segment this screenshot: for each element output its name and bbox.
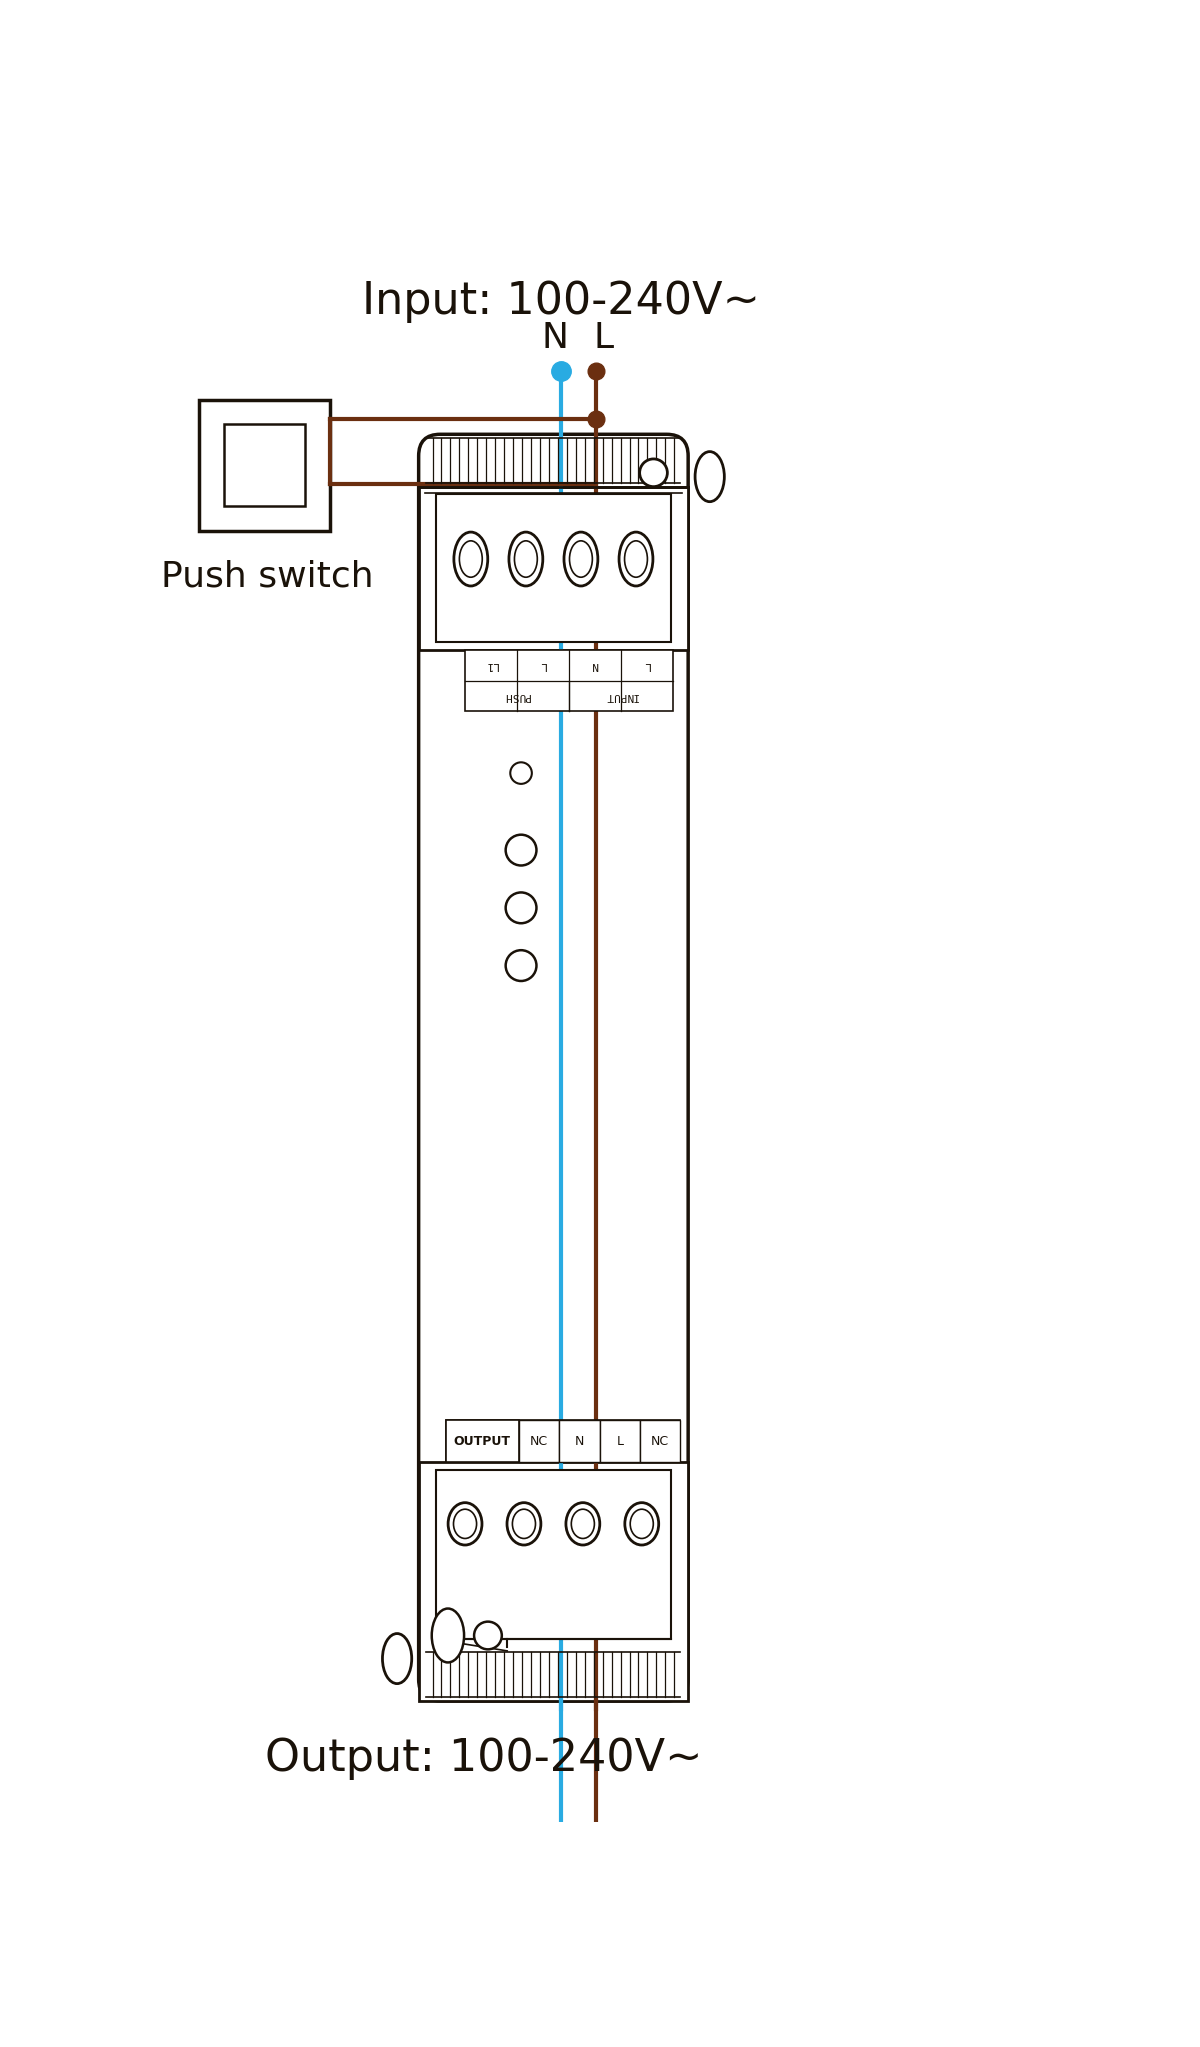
- Bar: [419, 487, 688, 649]
- Text: N: N: [541, 321, 569, 354]
- Circle shape: [505, 835, 536, 866]
- Circle shape: [510, 761, 532, 784]
- Bar: [600, 1421, 640, 1462]
- Text: Push switch: Push switch: [161, 559, 373, 594]
- Ellipse shape: [625, 1502, 659, 1545]
- Circle shape: [505, 892, 536, 923]
- Text: NC: NC: [530, 1435, 548, 1447]
- Ellipse shape: [564, 532, 598, 585]
- Bar: [518, 1421, 559, 1462]
- Ellipse shape: [570, 540, 593, 577]
- Ellipse shape: [448, 1502, 482, 1545]
- Ellipse shape: [432, 1609, 464, 1662]
- Text: NC: NC: [652, 1435, 670, 1447]
- Text: INPUT: INPUT: [604, 692, 637, 700]
- Ellipse shape: [630, 1509, 653, 1539]
- Text: L: L: [540, 661, 546, 669]
- Text: OUTPUT: OUTPUT: [454, 1435, 511, 1447]
- Ellipse shape: [454, 532, 487, 585]
- Bar: [445, 1421, 518, 1462]
- Ellipse shape: [619, 532, 653, 585]
- Circle shape: [505, 950, 536, 981]
- Bar: [436, 493, 671, 643]
- Ellipse shape: [454, 1509, 476, 1539]
- Ellipse shape: [515, 540, 538, 577]
- Ellipse shape: [566, 1502, 600, 1545]
- Bar: [199, 399, 330, 530]
- Text: L: L: [617, 1435, 623, 1447]
- Circle shape: [640, 459, 667, 487]
- Text: PUSH: PUSH: [503, 692, 530, 700]
- Text: N: N: [575, 1435, 584, 1447]
- Bar: [436, 1470, 671, 1640]
- Bar: [640, 1421, 680, 1462]
- Text: L: L: [643, 661, 650, 669]
- FancyBboxPatch shape: [419, 434, 688, 1701]
- Bar: [445, 1421, 680, 1462]
- Text: N: N: [592, 661, 598, 669]
- Bar: [419, 1462, 688, 1701]
- Bar: [224, 424, 306, 506]
- Ellipse shape: [508, 1502, 541, 1545]
- Text: Output: 100-240V~: Output: 100-240V~: [265, 1738, 703, 1781]
- Text: L1: L1: [484, 661, 498, 669]
- Ellipse shape: [624, 540, 648, 577]
- Ellipse shape: [571, 1509, 594, 1539]
- Ellipse shape: [512, 1509, 535, 1539]
- Ellipse shape: [383, 1634, 412, 1683]
- Text: Input: 100-240V~: Input: 100-240V~: [362, 280, 760, 323]
- Ellipse shape: [509, 532, 542, 585]
- Ellipse shape: [695, 452, 725, 502]
- Circle shape: [474, 1621, 502, 1650]
- Bar: [464, 649, 673, 712]
- Bar: [559, 1421, 600, 1462]
- Ellipse shape: [460, 540, 482, 577]
- Text: L: L: [593, 321, 613, 354]
